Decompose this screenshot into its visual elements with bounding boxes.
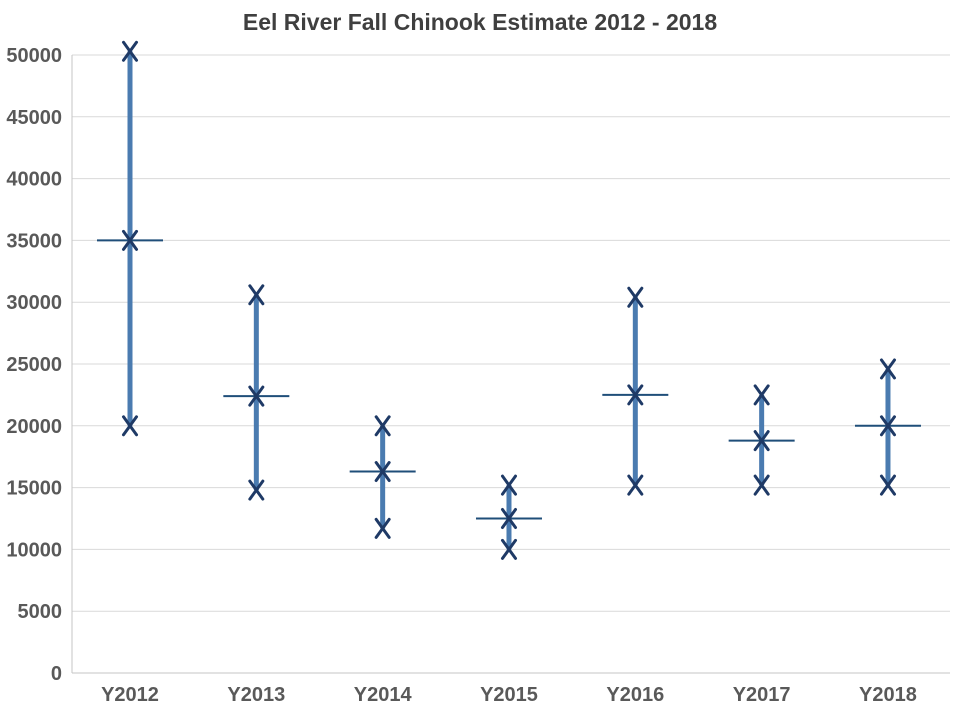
x-marker-stroke bbox=[122, 229, 138, 251]
y-tick-label: 35000 bbox=[6, 230, 62, 252]
x-marker-stroke bbox=[248, 479, 265, 501]
x-category-label: Y2017 bbox=[733, 684, 791, 706]
x-marker-stroke bbox=[753, 384, 770, 406]
y-tick-label: 0 bbox=[51, 663, 62, 685]
y-tick-label: 5000 bbox=[18, 601, 63, 623]
y-tick-label: 10000 bbox=[6, 539, 62, 561]
x-marker-stroke bbox=[879, 474, 896, 496]
x-marker-stroke bbox=[879, 415, 896, 437]
x-category-label: Y2013 bbox=[227, 684, 285, 706]
x-category-label: Y2018 bbox=[859, 684, 917, 706]
x-marker-stroke bbox=[248, 385, 265, 407]
x-marker-stroke bbox=[753, 430, 770, 452]
x-marker-stroke bbox=[500, 508, 517, 529]
x-marker-stroke bbox=[627, 474, 644, 496]
y-tick-label: 20000 bbox=[6, 416, 62, 438]
x-category-label: Y2015 bbox=[480, 684, 538, 706]
y-tick-label: 45000 bbox=[6, 107, 62, 129]
x-marker-stroke bbox=[374, 415, 391, 437]
y-tick-label: 15000 bbox=[6, 478, 62, 500]
x-marker-stroke bbox=[248, 284, 265, 306]
x-category-label: Y2016 bbox=[606, 684, 664, 706]
y-tick-label: 25000 bbox=[6, 354, 62, 376]
y-tick-label: 30000 bbox=[6, 292, 62, 314]
x-marker-stroke bbox=[122, 415, 138, 437]
x-category-label: Y2012 bbox=[101, 684, 159, 706]
x-marker-stroke bbox=[374, 461, 391, 483]
y-tick-label: 40000 bbox=[6, 169, 62, 191]
x-marker-stroke bbox=[122, 40, 138, 62]
x-marker-stroke bbox=[500, 538, 517, 560]
x-marker-stroke bbox=[627, 286, 644, 308]
x-marker-stroke bbox=[627, 384, 644, 406]
y-tick-label: 50000 bbox=[6, 45, 62, 67]
x-marker-stroke bbox=[374, 517, 391, 539]
x-category-label: Y2014 bbox=[354, 684, 413, 706]
x-marker-stroke bbox=[753, 474, 770, 496]
x-marker-stroke bbox=[500, 474, 517, 496]
chart-title: Eel River Fall Chinook Estimate 2012 - 2… bbox=[242, 9, 718, 35]
x-marker-stroke bbox=[879, 358, 896, 380]
